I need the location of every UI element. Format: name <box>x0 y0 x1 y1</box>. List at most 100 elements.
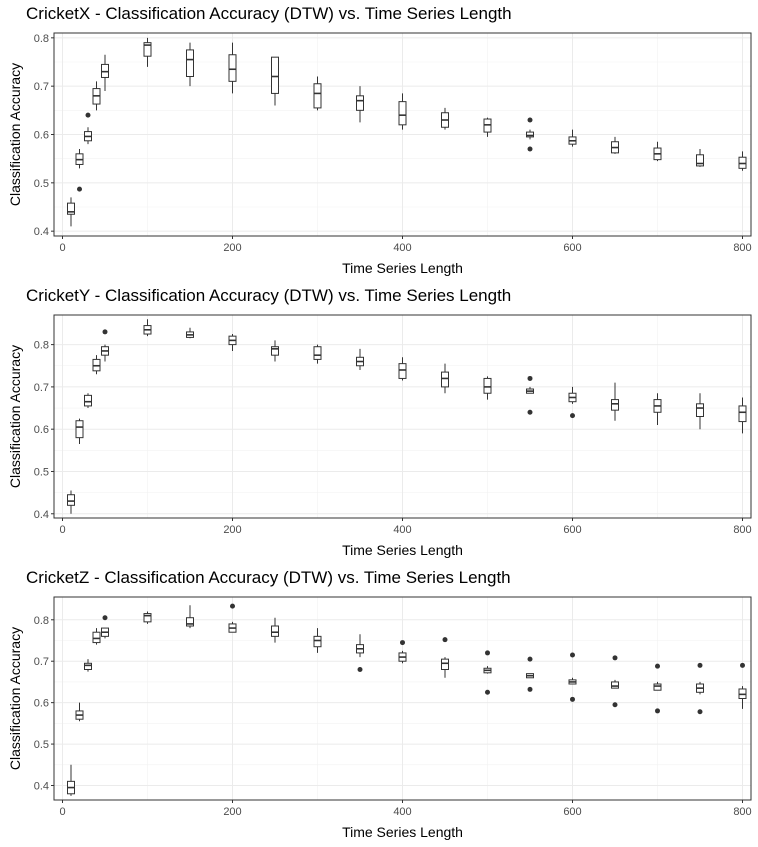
plot-border <box>53 32 752 237</box>
x-tick-label: 600 <box>563 806 581 818</box>
x-axis-title: Time Series Length <box>342 542 463 558</box>
box-iqr <box>143 42 152 57</box>
x-axis-title: Time Series Length <box>342 260 463 276</box>
outlier-point <box>230 603 235 609</box>
x-tick-label: 800 <box>733 242 751 254</box>
box-iqr <box>611 681 619 689</box>
outlier-point <box>655 663 660 669</box>
outlier-point <box>740 662 745 668</box>
chart-panel-cricketz: CricketZ - Classification Accuracy (DTW)… <box>0 564 758 847</box>
box-iqr <box>228 54 237 82</box>
plot-border <box>53 596 752 801</box>
chart-panel-cricketx: CricketX - Classification Accuracy (DTW)… <box>0 0 758 282</box>
chart-svg-cricketz: 0 200 400 600 800 0.4 0.5 0.6 0.7 0.8 Time Series … <box>7 596 752 840</box>
x-tick-label: 0 <box>59 524 65 536</box>
y-tick-label: 0.5 <box>34 466 49 478</box>
box-iqr <box>271 346 279 356</box>
box-iqr <box>696 403 704 417</box>
y-axis-title: Classification Accuracy <box>7 627 23 770</box>
outlier-point <box>442 637 448 643</box>
y-tick-label: 0.4 <box>34 781 49 793</box>
box-iqr <box>441 371 449 388</box>
box-iqr <box>313 83 322 109</box>
outlier-point <box>612 702 618 708</box>
y-tick-label: 0.5 <box>34 739 49 751</box>
box-iqr <box>186 617 194 627</box>
y-tick-label: 0.4 <box>34 509 49 521</box>
outlier-point <box>612 655 618 661</box>
box-iqr <box>313 635 322 648</box>
outlier-point <box>527 117 533 123</box>
box-iqr <box>271 625 279 637</box>
outlier-point <box>527 146 533 152</box>
box-iqr <box>653 683 662 691</box>
x-tick-label: 200 <box>223 806 241 818</box>
box-iqr <box>398 101 407 126</box>
box-iqr <box>398 363 407 379</box>
box-iqr <box>483 377 492 394</box>
outlier-point <box>527 686 533 692</box>
chart-title: CricketX - Classification Accuracy (DTW)… <box>26 4 512 23</box>
outlier-point <box>357 667 363 672</box>
box-iqr <box>441 658 449 671</box>
x-tick-label: 800 <box>733 806 751 818</box>
outlier-point <box>527 656 533 662</box>
box-iqr <box>75 420 84 439</box>
x-axis-title: Time Series Length <box>342 824 463 840</box>
outlier-point <box>570 652 575 658</box>
x-tick-label: 200 <box>223 242 241 254</box>
y-tick-label: 0.6 <box>34 130 49 142</box>
outlier-point <box>570 696 575 702</box>
outlier-point <box>485 650 490 656</box>
y-tick-label: 0.4 <box>34 226 49 238</box>
outlier-point <box>77 186 82 192</box>
box-iqr <box>67 494 75 506</box>
outlier-point <box>85 112 91 118</box>
x-tick-label: 200 <box>223 524 241 536</box>
y-tick-label: 0.7 <box>34 656 49 668</box>
box-iqr <box>611 399 619 411</box>
outlier-point <box>655 708 660 714</box>
x-tick-label: 400 <box>393 524 411 536</box>
box-iqr <box>143 613 152 623</box>
box-iqr <box>92 631 101 644</box>
x-tick-label: 0 <box>59 242 65 254</box>
chart-title: CricketY - Classification Accuracy (DTW)… <box>26 286 512 305</box>
chart-title: CricketZ - Classification Accuracy (DTW)… <box>26 568 511 587</box>
box-iqr <box>84 394 92 407</box>
x-tick-label: 0 <box>59 806 65 818</box>
plot-border <box>53 314 752 519</box>
box-iqr <box>271 56 279 94</box>
y-axis-title: Classification Accuracy <box>7 63 23 206</box>
y-tick-label: 0.5 <box>34 178 49 190</box>
y-tick-label: 0.7 <box>34 382 49 394</box>
outlier-point <box>102 329 108 335</box>
x-tick-label: 800 <box>733 524 751 536</box>
box-iqr <box>696 154 704 167</box>
y-tick-label: 0.6 <box>34 424 49 436</box>
outlier-point <box>102 615 108 621</box>
x-tick-label: 600 <box>563 524 581 536</box>
x-tick-label: 400 <box>393 806 411 818</box>
box-iqr <box>67 202 75 215</box>
chart-panel-crickety: CricketY - Classification Accuracy (DTW)… <box>0 282 758 564</box>
outlier-point <box>400 640 405 646</box>
y-tick-label: 0.6 <box>34 698 49 710</box>
outlier-point <box>527 409 533 415</box>
x-tick-label: 600 <box>563 242 581 254</box>
box-iqr <box>526 131 534 138</box>
outlier-point <box>697 662 703 668</box>
outlier-point <box>485 689 490 695</box>
box-iqr <box>313 346 322 360</box>
chart-svg-cricketx: 0 200 400 600 800 0.4 0.5 0.6 0.7 0.8 Time Series … <box>7 32 752 276</box>
x-tick-label: 400 <box>393 242 411 254</box>
outlier-point <box>570 413 575 419</box>
y-axis-title: Classification Accuracy <box>7 345 23 488</box>
box-iqr <box>738 405 747 423</box>
y-tick-label: 0.8 <box>34 340 49 352</box>
outlier-point <box>527 375 533 381</box>
box-iqr <box>356 95 364 111</box>
y-tick-label: 0.8 <box>34 615 49 627</box>
box-iqr <box>186 49 194 78</box>
y-tick-label: 0.7 <box>34 81 49 93</box>
